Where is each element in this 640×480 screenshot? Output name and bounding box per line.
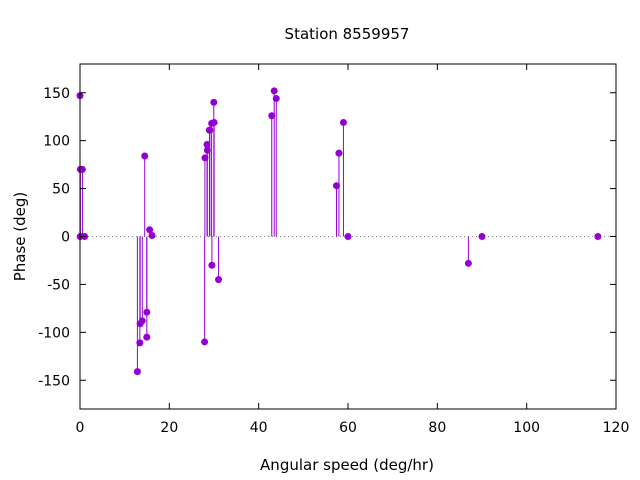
data-point bbox=[138, 317, 146, 325]
y-axis-label: Phase (deg) bbox=[11, 192, 29, 282]
plot-area bbox=[76, 87, 616, 376]
data-point bbox=[339, 118, 347, 126]
x-tick-label: 100 bbox=[513, 420, 540, 436]
y-tick-label: 50 bbox=[52, 182, 70, 198]
data-point bbox=[335, 149, 343, 157]
x-tick-label: 120 bbox=[603, 420, 630, 436]
y-tick-label: 0 bbox=[61, 230, 70, 246]
data-point bbox=[344, 233, 352, 240]
data-point bbox=[594, 233, 602, 240]
data-point bbox=[143, 333, 151, 341]
x-tick-label: 60 bbox=[339, 420, 357, 436]
data-point bbox=[203, 141, 211, 148]
y-tick-label: -150 bbox=[38, 373, 70, 389]
y-tick-label: -100 bbox=[38, 325, 70, 341]
data-point bbox=[268, 112, 276, 120]
x-tick-label: 40 bbox=[250, 420, 268, 436]
x-tick-label: 0 bbox=[76, 420, 85, 436]
plot-frame bbox=[79, 63, 617, 410]
data-point bbox=[146, 226, 154, 234]
data-point bbox=[136, 339, 144, 347]
data-point bbox=[215, 276, 223, 284]
data-point bbox=[133, 368, 141, 376]
data-point bbox=[478, 233, 486, 240]
data-point bbox=[206, 126, 214, 134]
data-point bbox=[464, 259, 472, 267]
data-point bbox=[141, 152, 149, 160]
data-point bbox=[210, 98, 218, 106]
data-point bbox=[208, 261, 216, 269]
y-tick-label: 150 bbox=[43, 86, 70, 102]
data-point bbox=[201, 338, 209, 346]
y-tick-label: -50 bbox=[47, 277, 70, 293]
data-point bbox=[143, 308, 151, 316]
data-point bbox=[78, 165, 86, 173]
data-point bbox=[148, 232, 156, 240]
x-tick-label: 80 bbox=[428, 420, 446, 436]
chart-title: Station 8559957 bbox=[285, 25, 410, 43]
y-tick-label: 100 bbox=[43, 134, 70, 150]
x-axis-label: Angular speed (deg/hr) bbox=[260, 456, 434, 474]
data-point bbox=[210, 118, 218, 126]
axis-ticks: 0 20 40 60 80 100 120 -150 -100 -50 0 50 100 150 bbox=[38, 64, 629, 436]
data-point bbox=[332, 182, 340, 190]
x-tick-label: 20 bbox=[160, 420, 178, 436]
data-point bbox=[272, 95, 280, 102]
data-point bbox=[270, 87, 278, 95]
